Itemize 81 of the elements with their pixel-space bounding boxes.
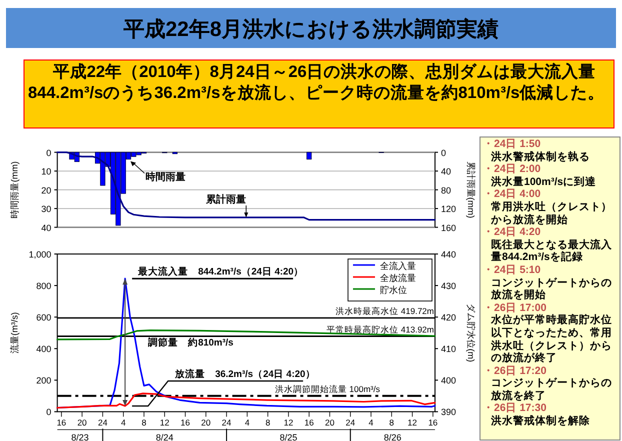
legend-label: 全流入量 bbox=[380, 261, 416, 271]
text: 洪水量100m³/sに到達 bbox=[490, 176, 598, 188]
text: ・26日 17:00 bbox=[483, 302, 548, 314]
ref-line-label: 洪水時最高水位 419.72m bbox=[336, 306, 434, 316]
y-axis-title: 時間雨量(mm) bbox=[9, 161, 20, 218]
x-tick-label: 16 bbox=[304, 418, 314, 428]
series-label: 時間雨量 bbox=[146, 171, 186, 184]
text: 水位が平常時最高貯水位以下となったため、常用洪水吐（クレスト）からの放流が終了 bbox=[490, 314, 613, 365]
x-tick-label: 4 bbox=[244, 418, 250, 428]
x-tick-label: 24 bbox=[98, 418, 108, 428]
chart-title: 平成22年8月洪水における洪水調節実績 bbox=[122, 17, 499, 41]
x-tick-label: 8 bbox=[389, 418, 394, 428]
y-tick-label: 800 bbox=[36, 281, 52, 292]
text: 洪水警戒体制を解除 bbox=[490, 415, 591, 428]
text: 8/23 bbox=[71, 432, 89, 441]
text: ・24日 4:20 bbox=[483, 226, 542, 239]
y2-tick-label: 430 bbox=[441, 281, 456, 292]
x-tick-label: 20 bbox=[325, 418, 335, 428]
text: 8/26 bbox=[384, 432, 402, 441]
x-tick-label: 16 bbox=[428, 418, 438, 428]
x-tick-label: 8 bbox=[142, 418, 147, 428]
y-tick-label: 1,000 bbox=[28, 250, 52, 260]
y-axis-title: 流量(m³/s) bbox=[9, 312, 20, 354]
y2-tick-label: 410 bbox=[441, 344, 456, 354]
x-tick-label: 4 bbox=[368, 418, 374, 428]
y-tick-label: 0 bbox=[46, 148, 52, 158]
text: 8/24 bbox=[156, 432, 174, 441]
text: ・26日 17:30 bbox=[483, 402, 548, 415]
line-series bbox=[56, 152, 436, 221]
legend-label: 全放流量 bbox=[380, 273, 416, 283]
series-label: 累計雨量 bbox=[205, 193, 246, 206]
text: 常用洪水吐（クレスト）から放流を開始 bbox=[490, 200, 613, 226]
y-tick-label: 0 bbox=[46, 407, 52, 418]
text: 洪水警戒体制を執る bbox=[490, 150, 591, 164]
y2-tick-label: 420 bbox=[441, 312, 456, 323]
y2-tick-label: 400 bbox=[441, 376, 456, 386]
ref-line-label: 洪水調節開始流量 100m³/s bbox=[274, 384, 380, 394]
text: ・24日 4:00 bbox=[483, 188, 542, 201]
y2-tick-label: 40 bbox=[441, 166, 452, 177]
text: 8/25 bbox=[280, 432, 298, 441]
y-tick-label: 600 bbox=[36, 312, 52, 323]
y2-tick-label: 0 bbox=[441, 148, 446, 158]
text: コンジットゲートからの放流を開始 bbox=[490, 276, 613, 302]
x-tick-label: 16 bbox=[56, 418, 66, 428]
legend-label: 貯水位 bbox=[380, 285, 407, 295]
y-tick-label: 30 bbox=[41, 204, 52, 214]
y2-tick-label: 80 bbox=[441, 185, 452, 196]
chart-subtitle: 平成22年（2010年）8月24日～26日の洪水の際、忠別ダムは最大流入量844.2m³/sのうち36.2m³/sを放流し、ピーク時の流量を約810m³/s低減した。 bbox=[28, 62, 606, 104]
y2-tick-label: 120 bbox=[441, 204, 456, 214]
x-tick-label: 8 bbox=[265, 418, 270, 428]
y-tick-label: 40 bbox=[41, 222, 52, 233]
annotation: 調節量 約810m³/s bbox=[147, 336, 234, 348]
y2-axis-title: ダム貯水位(m) bbox=[466, 304, 476, 362]
x-tick-label: 12 bbox=[408, 418, 418, 428]
x-tick-label: 20 bbox=[201, 418, 211, 428]
text: ・24日 5:10 bbox=[483, 264, 542, 277]
y-tick-label: 10 bbox=[41, 166, 52, 177]
x-tick-label: 16 bbox=[180, 418, 190, 428]
y2-axis-title: 累計雨量(mm) bbox=[466, 161, 476, 218]
y2-tick-label: 160 bbox=[441, 222, 456, 233]
annotation: 最大流入量 844.2m³/s（24日 4:20） bbox=[137, 266, 304, 278]
y-tick-label: 20 bbox=[41, 185, 52, 196]
y-tick-label: 200 bbox=[36, 376, 52, 386]
y-tick-label: 400 bbox=[36, 344, 52, 354]
y2-tick-label: 440 bbox=[441, 250, 456, 260]
y2-tick-label: 390 bbox=[441, 407, 456, 418]
x-tick-label: 4 bbox=[120, 418, 126, 428]
x-tick-label: 24 bbox=[222, 418, 232, 428]
text: ・24日 2:00 bbox=[483, 163, 542, 176]
line-series bbox=[56, 392, 436, 409]
text: ・26日 17:20 bbox=[483, 364, 548, 378]
text: ・24日 1:50 bbox=[483, 138, 542, 151]
annotation: 放流量 36.2m³/s（24日 4:20） bbox=[174, 368, 316, 380]
x-tick-label: 12 bbox=[284, 418, 294, 428]
x-tick-label: 12 bbox=[160, 418, 170, 428]
text: コンジットゲートからの放流を終了 bbox=[490, 377, 613, 402]
bar bbox=[306, 152, 312, 160]
x-tick-label: 20 bbox=[77, 418, 88, 428]
ref-line-label: 平常時最高貯水位 413.92m bbox=[326, 324, 434, 334]
text: 既往最大となる最大流入量844.2m³/sを記録 bbox=[490, 238, 613, 264]
x-tick-label: 24 bbox=[346, 418, 356, 428]
